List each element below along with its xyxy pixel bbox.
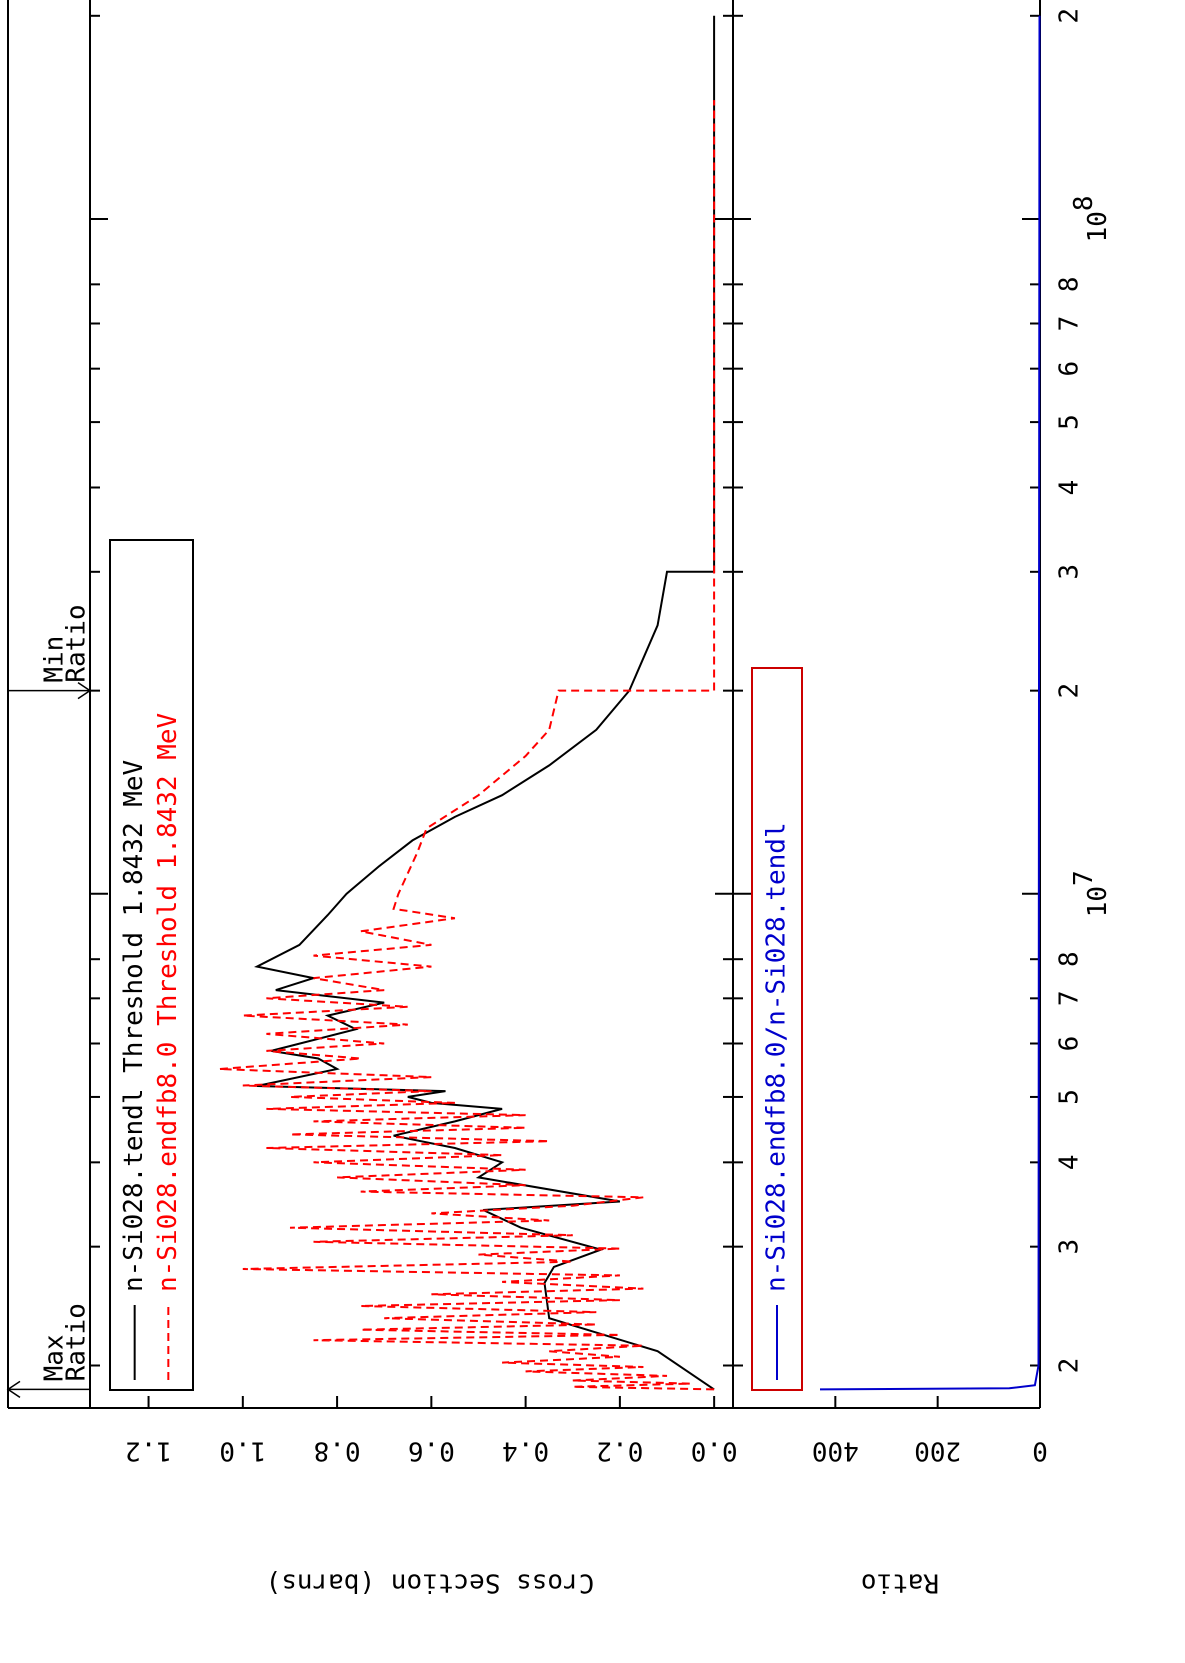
arrow-head	[77, 682, 92, 700]
annotation-text: Min	[40, 636, 70, 683]
x-tick-label: 6	[1055, 1036, 1085, 1052]
y-tick-label: 400	[812, 1436, 859, 1466]
x-tick-label: 5	[1055, 1089, 1085, 1105]
x-tick-label: 2	[1055, 8, 1085, 24]
x-tick-label: 6	[1055, 361, 1085, 377]
y-axis-label: Ratio	[861, 1568, 939, 1598]
x-tick-label: 7	[1055, 991, 1085, 1007]
x-tick-label: 3	[1055, 1239, 1085, 1255]
legend-box	[109, 539, 194, 1391]
y-tick-label: 200	[914, 1436, 961, 1466]
annotation-text: Max	[40, 1334, 70, 1381]
legend-label: n-Si028.tendl Threshold 1.8432 MeV	[119, 760, 149, 1292]
x-tick-label: 107	[1069, 870, 1113, 917]
x-tick-label: 2	[1055, 683, 1085, 699]
x-tick-exponent: 7	[1069, 870, 1099, 886]
legend-box	[751, 667, 803, 1391]
series-line	[254, 15, 716, 1391]
y-tick-label: 1.2	[125, 1436, 172, 1466]
y-tick-label: 0.4	[502, 1436, 549, 1466]
x-tick-label: 8	[1055, 277, 1085, 293]
y-tick-label: 0.8	[314, 1436, 361, 1466]
y-tick-label: 0	[1032, 1436, 1048, 1466]
y-tick-label: 0.6	[408, 1436, 455, 1466]
series-line	[219, 100, 716, 1391]
y-tick-label: 0.0	[691, 1436, 738, 1466]
series-line	[819, 15, 1041, 1391]
x-tick-label: 7	[1055, 316, 1085, 332]
x-tick-label: 3	[1055, 564, 1085, 580]
x-tick-label: 4	[1055, 1155, 1085, 1171]
annotation-text: Ratio	[62, 604, 92, 682]
arrow-head	[6, 1380, 21, 1399]
y-axis-label: Cross Section (barns)	[266, 1568, 595, 1598]
x-tick-label: 8	[1055, 951, 1085, 967]
legend-label: n-Si028.endfb8.0 Threshold 1.8432 MeV	[153, 713, 183, 1292]
y-tick-label: 0.2	[596, 1436, 643, 1466]
y-tick-label: 1.0	[219, 1436, 266, 1466]
frame	[7, 0, 1041, 1409]
x-tick-label: 5	[1055, 414, 1085, 430]
x-tick-label: 108	[1069, 195, 1113, 242]
x-tick-label: 4	[1055, 480, 1085, 496]
annotation-text: Ratio	[62, 1303, 92, 1381]
x-tick-base: 10	[1083, 886, 1113, 917]
x-tick-exponent: 8	[1069, 195, 1099, 211]
x-tick-base: 10	[1083, 211, 1113, 242]
legend-label: n-Si028.endfb8.0/n-Si028.tendl	[762, 822, 792, 1292]
x-tick-label: 2	[1055, 1358, 1085, 1374]
